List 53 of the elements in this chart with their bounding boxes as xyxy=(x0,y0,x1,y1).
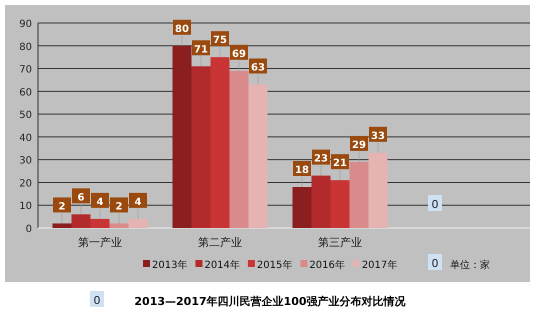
bar xyxy=(210,57,230,228)
annotation: 0 xyxy=(432,198,438,211)
data-label: 4 xyxy=(96,196,104,208)
data-label: 69 xyxy=(232,48,246,60)
data-label: 63 xyxy=(251,62,265,74)
data-label: 6 xyxy=(78,192,85,204)
data-label: 33 xyxy=(371,130,385,142)
legend-label: 2014年 xyxy=(204,259,240,271)
y-tick-label: 30 xyxy=(19,156,32,167)
bar xyxy=(90,218,110,228)
data-label: 23 xyxy=(314,154,328,165)
x-tick-label: 第三产业 xyxy=(318,236,362,249)
y-tick-label: 50 xyxy=(19,110,32,122)
x-tick-label: 第一产业 xyxy=(78,236,122,249)
legend-label: 2013年 xyxy=(152,259,188,271)
y-tick-label: 60 xyxy=(19,87,32,98)
y-tick-label: 40 xyxy=(19,132,32,144)
data-label: 21 xyxy=(333,158,347,170)
bar xyxy=(312,176,330,228)
bar xyxy=(368,152,388,228)
bar xyxy=(110,223,128,228)
bar xyxy=(192,66,210,228)
bar xyxy=(72,214,90,228)
y-tick-label: 20 xyxy=(19,178,32,190)
y-tick-label: 80 xyxy=(19,42,32,53)
legend-label: 2016年 xyxy=(309,259,345,271)
data-label: 29 xyxy=(352,140,366,151)
bar xyxy=(292,187,312,228)
bar xyxy=(248,84,268,228)
y-tick-label: 90 xyxy=(19,19,32,30)
y-tick-label: 70 xyxy=(19,64,32,76)
x-tick-label: 第二产业 xyxy=(198,236,242,249)
bar xyxy=(230,70,248,228)
bar xyxy=(330,180,350,228)
bar xyxy=(172,46,192,228)
bar xyxy=(128,218,148,228)
text: 单位：家 xyxy=(450,259,490,271)
data-label: 18 xyxy=(295,165,309,176)
data-label: 2 xyxy=(58,201,66,212)
bar xyxy=(350,162,368,228)
text: 0 xyxy=(94,294,100,307)
data-label: 71 xyxy=(194,44,208,56)
data-label: 75 xyxy=(213,35,227,46)
data-label: 4 xyxy=(134,196,142,208)
text: 0 xyxy=(432,257,438,270)
data-label: 80 xyxy=(175,24,189,35)
legend-label: 2017年 xyxy=(362,259,398,271)
y-tick-label: 0 xyxy=(26,224,32,235)
data-label: 2 xyxy=(116,201,123,212)
bar xyxy=(52,223,72,228)
y-tick-label: 10 xyxy=(19,201,32,212)
legend-label: 2015年 xyxy=(256,259,292,271)
text: 2013—2017年四川民营企业100强产业分布对比情况 xyxy=(134,295,407,308)
